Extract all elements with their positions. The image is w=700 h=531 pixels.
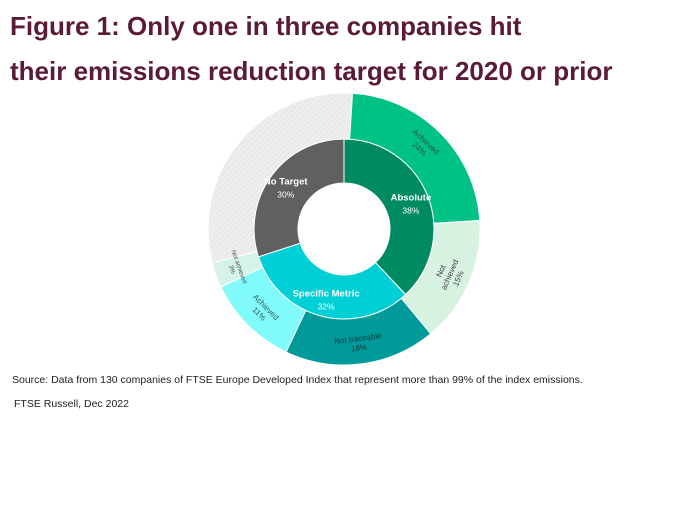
outer-slice-no-target-5 [207,92,354,264]
inner-label-specific-metric: Specific Metric [293,289,360,300]
inner-value-absolute: 38% [402,205,419,215]
title-line-1: Figure 1: Only one in three companies hi… [10,11,522,41]
credit-note: FTSE Russell, Dec 2022 [14,398,129,410]
title-line-2: their emissions reduction target for 202… [10,56,613,86]
outer-value-text: 3% [227,265,236,276]
inner-value-specific-metric: 32% [318,302,335,312]
outer-value-text: 18% [351,343,368,354]
inner-label-no-target: No Target [264,177,308,188]
inner-label-absolute: Absolute [391,192,432,203]
sunburst-chart: Absolute 38% Specific Metric 32% No Target 30… [207,92,481,366]
inner-value-no-target: 30% [277,190,294,200]
chart-title: Figure 1: Only one in three companies hi… [10,4,690,94]
source-note: Source: Data from 130 companies of FTSE … [12,374,583,386]
